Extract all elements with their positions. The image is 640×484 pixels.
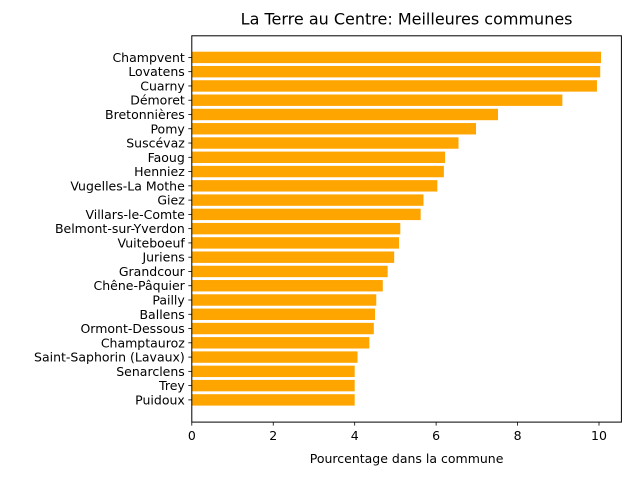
- y-tick-label: Ballens: [139, 307, 184, 322]
- y-tick-label: Grandcour: [119, 264, 186, 279]
- y-tick-label: Saint-Saphorin (Lavaux): [34, 350, 185, 365]
- bar: [191, 294, 377, 306]
- bar: [191, 322, 374, 335]
- y-tick-label: Lovatens: [128, 64, 184, 79]
- x-axis-label: Pourcentage dans la commune: [310, 451, 504, 466]
- bar: [191, 151, 446, 164]
- bar: [191, 365, 355, 378]
- y-tick-label: Champtauroz: [101, 335, 185, 350]
- y-tick-label: Suscévaz: [126, 136, 185, 151]
- y-tick-label: Senarclens: [116, 364, 185, 379]
- bar: [191, 194, 424, 206]
- bar: [191, 394, 355, 406]
- x-tick-label: 0: [188, 428, 196, 443]
- y-tick-label: Ormont-Dessous: [80, 321, 184, 336]
- y-tick-label: Puidoux: [135, 392, 185, 407]
- bar: [191, 337, 370, 349]
- bar: [191, 280, 383, 292]
- y-tick-label: Juriens: [141, 250, 184, 265]
- x-axis-ticks: 0 2 4 6 8 10: [188, 422, 607, 443]
- bar: [191, 265, 388, 278]
- y-tick-label: Vugelles-La Mothe: [70, 178, 185, 193]
- y-tick-label: Champvent: [112, 50, 184, 65]
- y-tick-label: Pailly: [152, 293, 185, 308]
- x-tick-label: 2: [269, 428, 277, 443]
- bar: [191, 165, 444, 178]
- plot-frame: [191, 35, 622, 423]
- bar: [191, 123, 477, 135]
- bar: [191, 108, 499, 121]
- bar: [191, 94, 563, 106]
- bar: [191, 237, 400, 249]
- bar: [191, 308, 376, 320]
- y-tick-label: Démoret: [130, 93, 185, 108]
- y-tick-label: Belmont-sur-Yverdon: [55, 221, 185, 236]
- bar: [191, 208, 421, 221]
- bar: [191, 80, 597, 92]
- chart-title: La Terre au Centre: Meilleures communes: [241, 10, 573, 29]
- bar: [191, 351, 358, 363]
- y-tick-label: Giez: [157, 193, 185, 208]
- y-tick-label: Cuarny: [140, 78, 185, 93]
- x-tick-label: 10: [591, 428, 607, 443]
- bar: [191, 379, 355, 392]
- y-tick-label: Pomy: [150, 121, 185, 136]
- bars-group: [191, 51, 602, 406]
- y-tick-label: Vuiteboeuf: [118, 235, 186, 250]
- bar: [191, 251, 395, 263]
- bar: [191, 137, 459, 149]
- y-tick-label: Henniez: [134, 164, 185, 179]
- y-tick-label: Chêne-Pâquier: [94, 278, 186, 293]
- x-tick-label: 6: [432, 428, 440, 443]
- y-axis-ticks: ChampventLovatensCuarnyDémoretBretonnièr…: [34, 50, 192, 407]
- x-tick-label: 4: [351, 428, 359, 443]
- bar: [191, 222, 401, 235]
- bar: [191, 51, 602, 64]
- y-tick-label: Trey: [158, 378, 185, 393]
- bar: [191, 180, 438, 192]
- y-tick-label: Faoug: [148, 150, 185, 165]
- x-tick-label: 8: [514, 428, 522, 443]
- y-tick-label: Villars-le-Comte: [85, 207, 185, 222]
- bar: [191, 65, 601, 78]
- y-tick-label: Bretonnières: [105, 107, 185, 122]
